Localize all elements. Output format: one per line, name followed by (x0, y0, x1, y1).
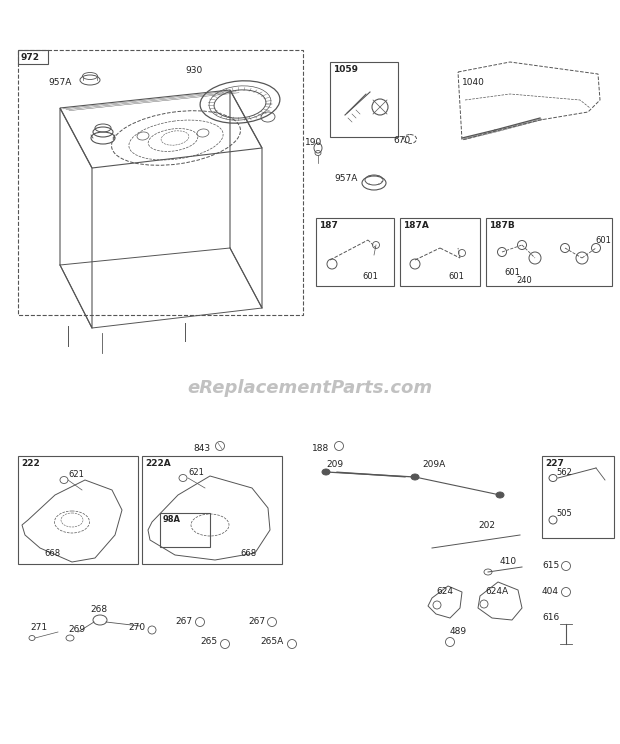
Text: 190: 190 (305, 138, 322, 147)
Text: 489: 489 (450, 627, 467, 637)
Text: 624A: 624A (485, 588, 508, 597)
Text: 972: 972 (20, 53, 39, 62)
Text: 269: 269 (68, 626, 85, 635)
Bar (486, 218, 612, 286)
Text: 930: 930 (185, 65, 202, 74)
Text: eReplacementParts.com: eReplacementParts.com (187, 379, 433, 397)
Text: 670: 670 (393, 135, 410, 144)
Text: 98A: 98A (163, 516, 181, 525)
Text: 601: 601 (448, 272, 464, 280)
Text: 624: 624 (436, 588, 453, 597)
Text: 268: 268 (90, 606, 107, 615)
Text: 404: 404 (542, 588, 559, 597)
Text: 209: 209 (326, 460, 343, 469)
Text: 267: 267 (175, 618, 192, 626)
Bar (316, 218, 394, 286)
Text: 240: 240 (516, 275, 532, 284)
Bar (18, 50, 303, 315)
Text: 957A: 957A (48, 77, 71, 86)
Text: 562: 562 (556, 467, 572, 476)
Text: 601: 601 (362, 272, 378, 280)
Bar (542, 456, 614, 538)
Text: 222: 222 (21, 458, 40, 467)
Text: 188: 188 (312, 443, 329, 452)
Text: 616: 616 (542, 614, 559, 623)
Text: 227: 227 (545, 458, 564, 467)
Ellipse shape (411, 474, 419, 480)
Text: 615: 615 (542, 562, 559, 571)
Text: 270: 270 (128, 623, 145, 632)
Bar (400, 218, 480, 286)
Ellipse shape (496, 492, 504, 498)
Text: 265: 265 (200, 638, 217, 647)
Text: 1059: 1059 (333, 65, 358, 74)
Bar (330, 62, 398, 137)
Text: 957A: 957A (334, 173, 357, 182)
Text: 505: 505 (556, 510, 572, 519)
Text: 668: 668 (240, 550, 256, 559)
Text: 621: 621 (188, 467, 204, 476)
Ellipse shape (322, 469, 330, 475)
Text: 668: 668 (44, 550, 60, 559)
Text: 267: 267 (248, 618, 265, 626)
Text: 271: 271 (30, 623, 47, 632)
Text: 187: 187 (319, 220, 338, 229)
Text: 187A: 187A (403, 220, 429, 229)
Text: 601: 601 (595, 236, 611, 245)
Text: 601: 601 (504, 268, 520, 277)
Text: 621: 621 (68, 469, 84, 478)
Text: 222A: 222A (145, 458, 171, 467)
Text: 265A: 265A (260, 638, 283, 647)
Text: 1040: 1040 (462, 77, 485, 86)
Bar (160, 513, 210, 547)
Text: 410: 410 (500, 557, 517, 566)
Text: 209A: 209A (422, 460, 445, 469)
Bar (142, 456, 282, 564)
Bar (18, 456, 138, 564)
Bar (18, 50, 48, 64)
Text: 843: 843 (193, 443, 210, 452)
Text: 202: 202 (478, 521, 495, 530)
Text: 187B: 187B (489, 220, 515, 229)
